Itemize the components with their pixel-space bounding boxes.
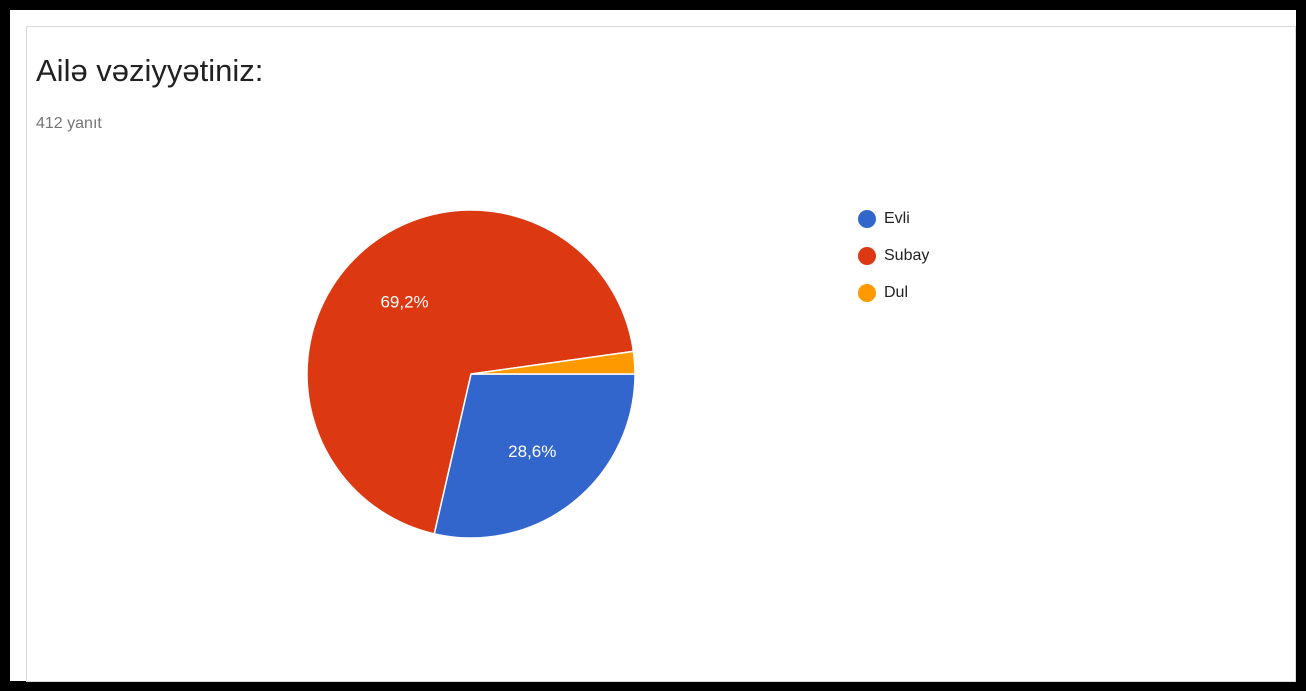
pie-slice-evli[interactable] (433, 373, 636, 539)
slice-label-subay: 69,2% (380, 292, 428, 311)
legend-swatch-evli (858, 210, 876, 228)
pie-slice-subay[interactable] (306, 209, 635, 535)
legend-item-subay[interactable]: Subay (858, 246, 929, 266)
legend-item-evli[interactable]: Evli (858, 209, 929, 229)
pie-slice-dul[interactable] (470, 350, 636, 375)
chart-title: Ailə vəziyyətiniz: (36, 53, 264, 88)
chart-legend: Evli Subay Dul (858, 209, 929, 320)
legend-swatch-dul (858, 284, 876, 302)
legend-label-subay: Subay (884, 247, 930, 264)
slice-label-evli: 28,6% (508, 442, 556, 461)
response-count: 412 yanıt (36, 115, 102, 132)
legend-label-dul: Dul (884, 284, 909, 301)
chart-card (26, 26, 1296, 682)
legend-label-evli: Evli (884, 210, 910, 227)
legend-item-dul[interactable]: Dul (858, 283, 929, 303)
legend-swatch-subay (858, 247, 876, 265)
